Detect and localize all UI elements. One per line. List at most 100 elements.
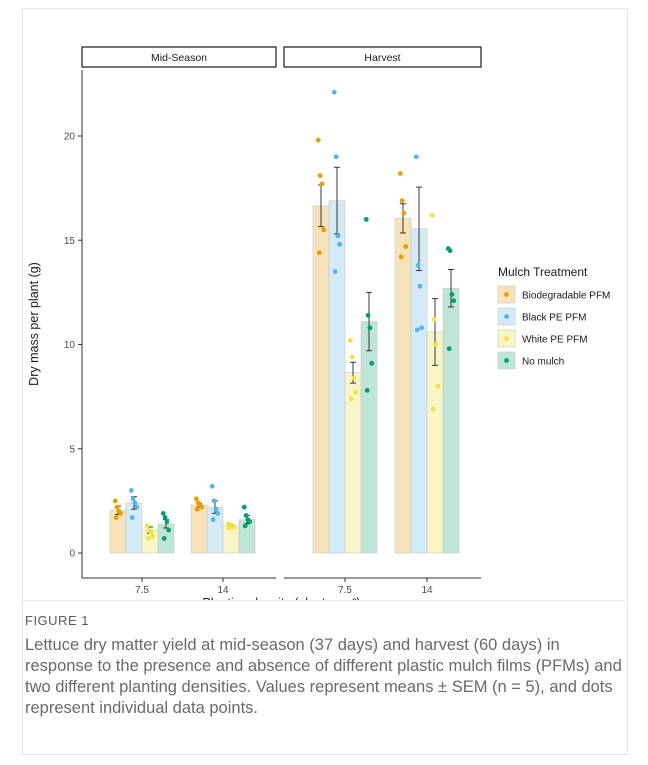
legend-label: Biodegradable PFM	[522, 291, 610, 302]
data-point	[349, 354, 355, 360]
data-point	[331, 89, 337, 95]
data-point	[348, 396, 354, 402]
legend-key-dot	[504, 358, 509, 363]
data-point	[413, 154, 419, 160]
data-point	[399, 198, 405, 204]
data-point	[145, 536, 151, 541]
bar	[312, 205, 330, 554]
figure-caption: Lettuce dry matter yield at mid-season (…	[25, 636, 622, 717]
data-point	[162, 515, 168, 520]
y-tick-label: 0	[69, 549, 75, 560]
data-point	[451, 298, 457, 304]
bar	[125, 502, 143, 554]
x-tick-label: 14	[421, 585, 433, 596]
data-point	[160, 510, 166, 516]
y-tick-label: 20	[64, 132, 76, 143]
data-point	[315, 137, 321, 143]
data-point	[194, 506, 200, 512]
data-point	[166, 527, 172, 533]
data-point	[148, 529, 154, 535]
data-point	[193, 496, 199, 502]
data-point	[414, 327, 420, 333]
data-point	[317, 173, 323, 179]
x-axis-title: Planting density (plants m⁻²)	[202, 596, 360, 600]
data-point	[114, 504, 120, 510]
data-point	[419, 325, 425, 331]
data-point	[351, 375, 357, 381]
data-point	[446, 346, 452, 352]
bar	[206, 506, 224, 554]
data-point	[353, 390, 359, 395]
data-point	[242, 523, 248, 529]
data-point	[132, 500, 138, 506]
data-point	[365, 312, 371, 318]
data-point	[401, 210, 407, 216]
data-point	[209, 483, 215, 489]
bar	[328, 200, 346, 554]
figure-label: FIGURE 1	[25, 613, 89, 628]
data-point	[447, 248, 453, 254]
data-point	[398, 254, 404, 260]
panel-strip-label: Harvest	[364, 52, 400, 64]
bar	[222, 525, 240, 554]
legend-key-dot	[504, 314, 509, 319]
bar	[442, 287, 460, 554]
legend-key-dot	[504, 292, 509, 297]
data-point	[347, 337, 353, 343]
data-point	[134, 504, 140, 510]
data-point	[161, 536, 167, 541]
data-point	[332, 269, 338, 274]
data-point	[213, 506, 219, 512]
data-point	[403, 244, 409, 249]
data-point	[118, 510, 124, 516]
data-point	[144, 523, 150, 529]
data-point	[415, 262, 421, 268]
data-point	[113, 515, 119, 520]
y-axis-title: Dry mass per plant (g)	[27, 262, 41, 386]
data-point	[211, 498, 217, 504]
x-tick-label: 14	[217, 585, 229, 596]
legend-title: Mulch Treatment	[498, 265, 588, 279]
data-point	[429, 212, 435, 218]
data-point	[435, 383, 441, 389]
data-point	[128, 488, 134, 493]
data-point	[333, 154, 339, 160]
data-point	[337, 242, 343, 247]
data-point	[129, 515, 135, 520]
data-point	[231, 524, 237, 530]
data-point	[241, 504, 247, 510]
x-tick-label: 7.5	[338, 585, 352, 596]
y-tick-label: 15	[64, 236, 76, 247]
data-point	[316, 250, 322, 256]
bar	[190, 504, 208, 554]
legend-key-dot	[504, 336, 509, 341]
data-point	[150, 533, 156, 539]
bar	[360, 321, 378, 554]
data-point	[397, 171, 403, 176]
data-point	[319, 181, 325, 187]
y-tick-label: 5	[69, 444, 75, 455]
x-tick-label: 7.5	[135, 585, 149, 596]
data-point	[130, 496, 136, 502]
data-point	[335, 233, 341, 239]
data-point	[247, 519, 253, 525]
chart: Mid-Season Harvest 0 5 10 15 20 Dry mass per pl…	[27, 46, 610, 600]
panel-strip-harvest	[283, 46, 482, 68]
bar	[410, 228, 428, 554]
data-point	[226, 525, 232, 531]
data-point	[369, 360, 375, 366]
data-point	[367, 325, 373, 331]
data-point	[430, 406, 436, 412]
data-point	[243, 513, 249, 518]
panel-strip-label: Mid-Season	[151, 52, 207, 64]
legend-label: Black PE PFM	[522, 313, 586, 324]
data-point	[449, 292, 455, 297]
y-tick-label: 10	[64, 340, 76, 351]
data-point	[112, 498, 118, 504]
data-point	[210, 517, 216, 523]
data-point	[363, 217, 369, 222]
legend-label: No mulch	[522, 357, 564, 368]
data-point	[431, 317, 437, 322]
caption-divider	[23, 600, 625, 601]
data-point	[215, 510, 221, 516]
